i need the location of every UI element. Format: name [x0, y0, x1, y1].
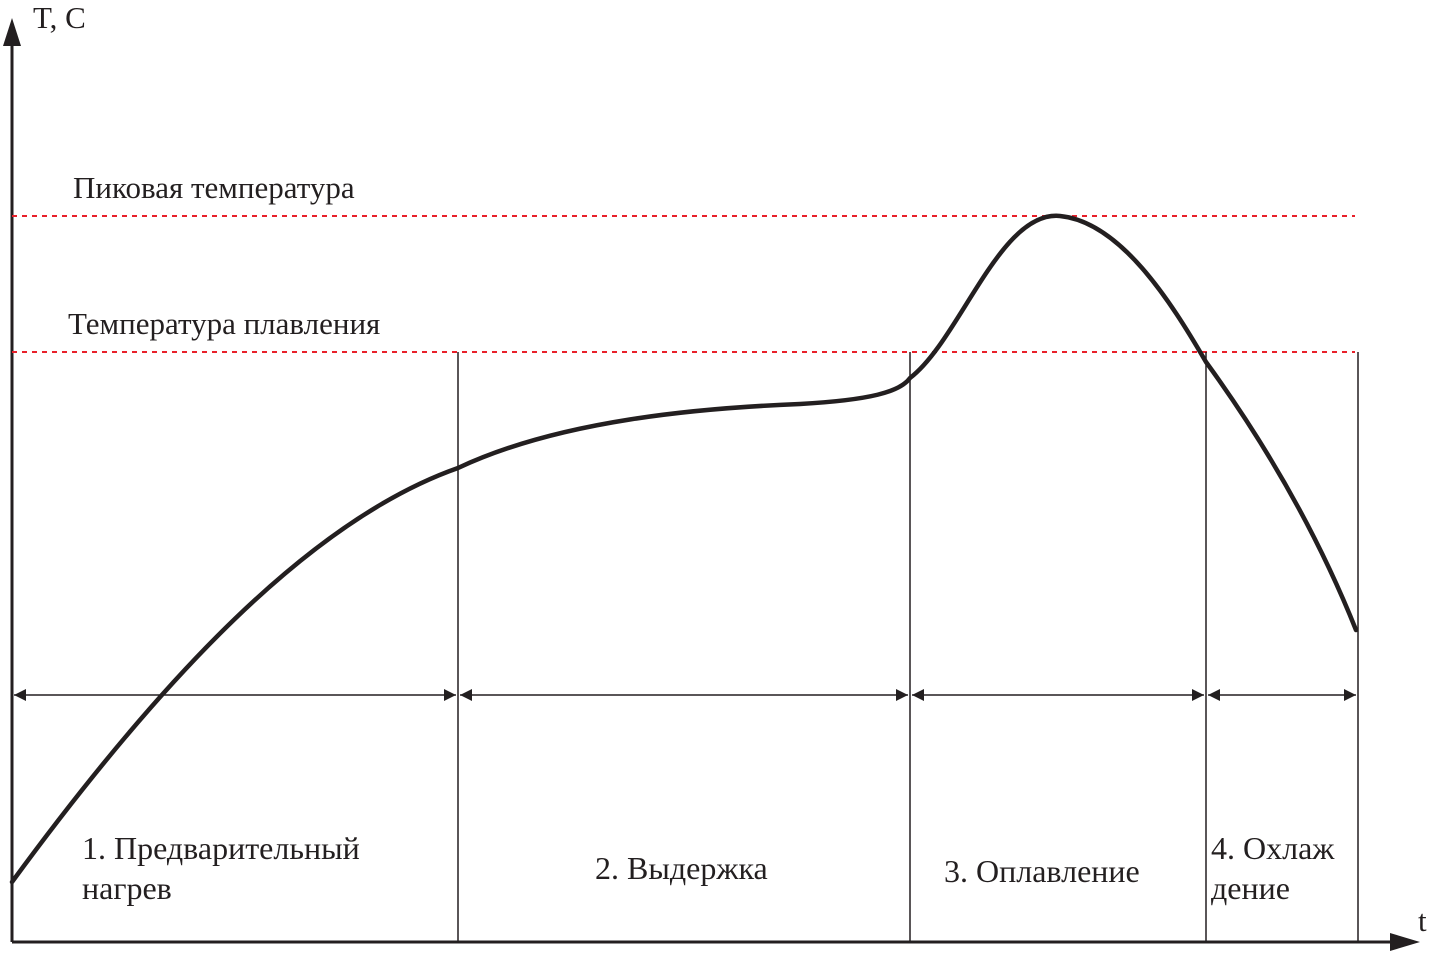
phase-2-label: 2. Выдержка	[595, 848, 768, 888]
peak-temperature-label: Пиковая температура	[73, 170, 355, 205]
phase-1-label-line2: нагрев	[82, 870, 172, 906]
phase-4-label: 4. Охлаж дение	[1211, 828, 1334, 908]
phase-3-label-line1: 3. Оплавление	[944, 853, 1140, 889]
y-axis-label: T, C	[33, 0, 86, 35]
phase-3-label: 3. Оплавление	[944, 851, 1140, 891]
phase-4-label-line1: 4. Охлаж	[1211, 830, 1335, 866]
temperature-profile-curve	[9, 213, 1359, 885]
phase-1-label: 1. Предварительный нагрев	[82, 828, 360, 908]
y-axis-arrowhead	[3, 18, 21, 46]
x-axis-label: t	[1418, 903, 1427, 938]
x-axis-arrowhead	[1390, 933, 1420, 951]
phase-4-label-line2: дение	[1211, 870, 1290, 906]
phase-2-label-line1: 2. Выдержка	[595, 850, 768, 886]
melting-temperature-label: Температура плавления	[68, 306, 381, 341]
phase-1-label-line1: 1. Предварительный	[82, 830, 360, 866]
